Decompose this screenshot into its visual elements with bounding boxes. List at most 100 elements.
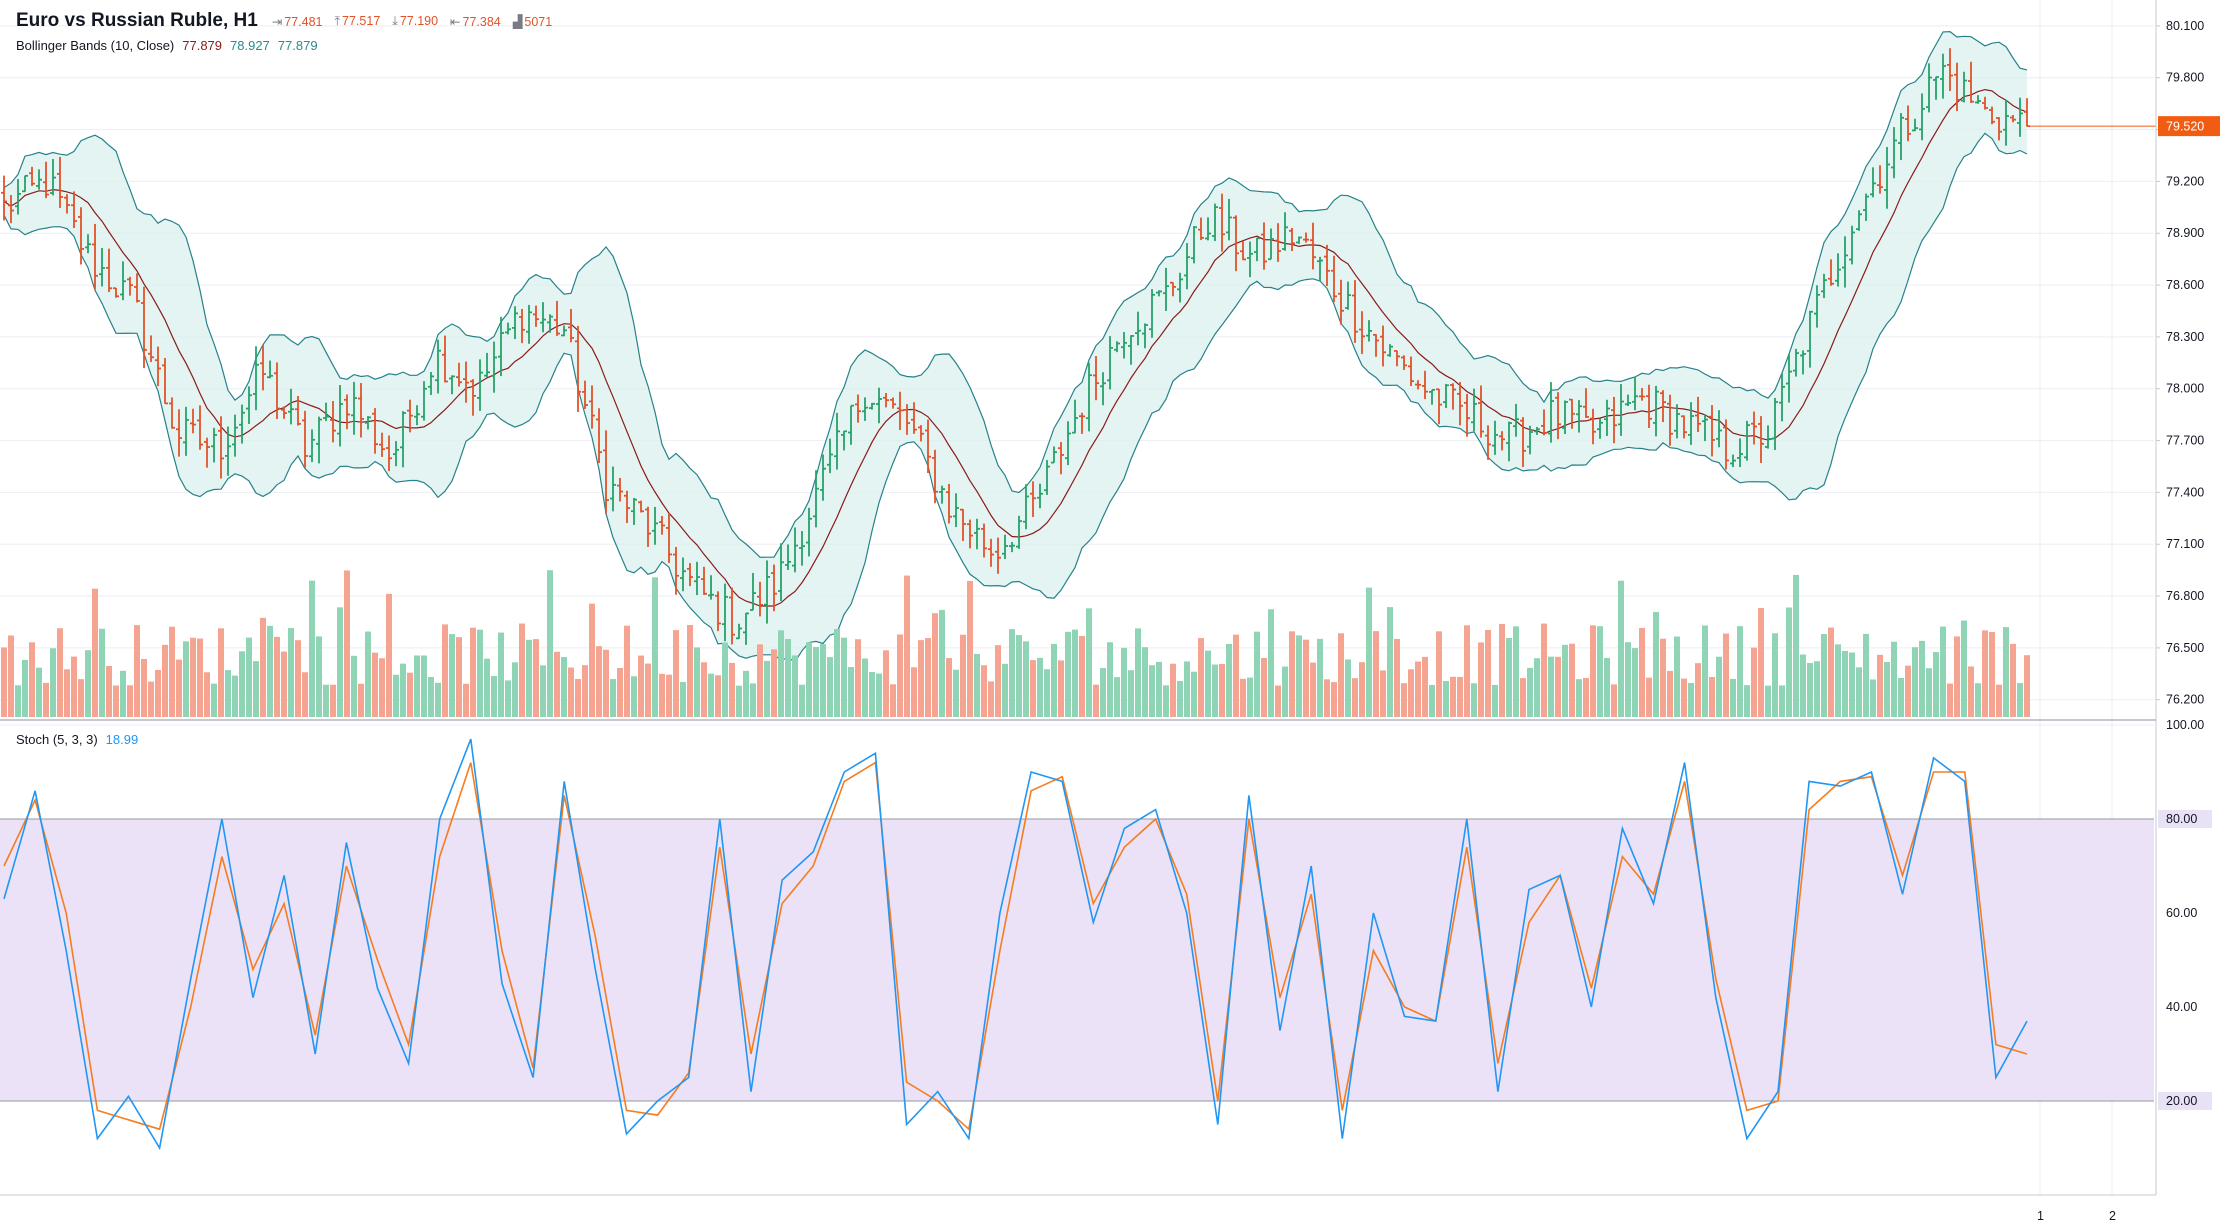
stoch-zone <box>0 819 2154 1101</box>
volume-bar <box>1443 681 1449 717</box>
stochastic-value: 18.99 <box>105 732 139 747</box>
volume-bar <box>568 667 574 717</box>
volume-bar <box>981 665 987 717</box>
volume-bar <box>1387 607 1393 717</box>
price-bar <box>428 372 434 395</box>
volume-bar <box>1940 626 1946 717</box>
price-tick-label: 78.000 <box>2166 382 2204 396</box>
volume-bar <box>456 637 462 717</box>
volume-bar <box>379 658 385 717</box>
price-bar <box>582 380 588 409</box>
price-bar <box>1100 372 1106 406</box>
volume-bar <box>1793 574 1799 717</box>
price-bar <box>1814 285 1820 328</box>
price-bar <box>645 506 651 547</box>
price-bar <box>1485 425 1491 460</box>
bollinger-legend[interactable]: Bollinger Bands (10, Close) 77.879 78.92… <box>16 38 318 53</box>
volume-bar <box>344 570 350 717</box>
price-bar <box>1919 93 1925 141</box>
volume-bar <box>120 670 126 717</box>
volume-bar <box>876 673 882 717</box>
volume-bar <box>1681 678 1687 717</box>
price-bar <box>659 515 665 535</box>
price-bar <box>1786 353 1792 403</box>
volume-bar <box>1149 665 1155 717</box>
volume-bar <box>848 667 854 717</box>
volume-bar <box>288 628 294 717</box>
price-bar <box>64 194 70 214</box>
price-bar <box>1366 320 1372 342</box>
price-bar <box>1 175 7 221</box>
price-bar <box>1156 290 1162 297</box>
volume-bar <box>1800 654 1806 717</box>
volume-bar <box>743 670 749 717</box>
price-bar <box>141 286 147 369</box>
price-bar <box>1261 222 1267 270</box>
price-bar <box>1583 388 1589 418</box>
price-bar <box>708 575 714 600</box>
price-bar <box>1541 409 1547 436</box>
price-bar <box>344 394 350 430</box>
price-bar <box>1324 244 1330 287</box>
volume-bar <box>127 685 133 717</box>
price-bar <box>8 195 14 224</box>
price-bar <box>1863 193 1869 221</box>
price-bar <box>1828 259 1834 286</box>
price-bar <box>421 381 427 421</box>
price-bar <box>92 223 98 290</box>
price-bar <box>456 362 462 387</box>
volume-bar <box>148 681 154 717</box>
price-bar <box>246 386 252 424</box>
volume-bar <box>302 672 308 717</box>
price-bar <box>358 383 364 438</box>
price-bar <box>862 397 868 421</box>
price-bar <box>1142 323 1148 349</box>
stoch-k-line <box>3 738 2028 1151</box>
volume-bar <box>1660 638 1666 717</box>
volume-bar <box>1513 626 1519 717</box>
price-bar <box>736 623 742 640</box>
volume-bar <box>771 649 777 717</box>
price-bar <box>1023 484 1029 530</box>
price-bar <box>1912 118 1918 132</box>
price-bar <box>869 402 875 410</box>
price-bar <box>939 485 945 504</box>
price-bar <box>169 397 175 429</box>
volume-bar <box>358 683 364 717</box>
volume-bar <box>232 675 238 717</box>
price-bar <box>85 234 91 254</box>
price-bar <box>1303 232 1309 243</box>
symbol-title[interactable]: Euro vs Russian Ruble, H1 <box>16 10 258 31</box>
volume-bar <box>260 617 266 717</box>
price-bar <box>351 381 357 435</box>
price-bar <box>610 466 616 512</box>
price-bar <box>687 563 693 587</box>
volume-bar <box>1835 644 1841 717</box>
price-bar <box>1422 370 1428 400</box>
volume-bar <box>1457 676 1463 717</box>
volume-bar <box>155 669 161 717</box>
price-bar <box>1471 388 1477 432</box>
volume-bar <box>407 672 413 717</box>
volume-bar <box>1338 633 1344 717</box>
price-bar <box>1184 243 1190 290</box>
price-bar <box>1737 438 1743 468</box>
volume-bar <box>722 642 728 717</box>
volume-bar <box>596 646 602 717</box>
volume-bar <box>1674 636 1680 717</box>
volume-bar <box>435 682 441 717</box>
price-bar <box>631 497 637 525</box>
price-bar <box>1954 62 1960 112</box>
price-bar <box>1401 355 1407 370</box>
stochastic-legend[interactable]: Stoch (5, 3, 3) 18.99 <box>16 732 138 747</box>
volume-bar <box>1982 630 1988 717</box>
volume-bar <box>2017 683 2023 717</box>
price-bar <box>715 591 721 632</box>
volume-bar <box>1121 647 1127 717</box>
price-bar <box>400 411 406 468</box>
price-bar <box>1744 420 1750 461</box>
volume-bar <box>92 588 98 717</box>
price-bar <box>652 506 658 545</box>
price-bar <box>1751 411 1757 445</box>
